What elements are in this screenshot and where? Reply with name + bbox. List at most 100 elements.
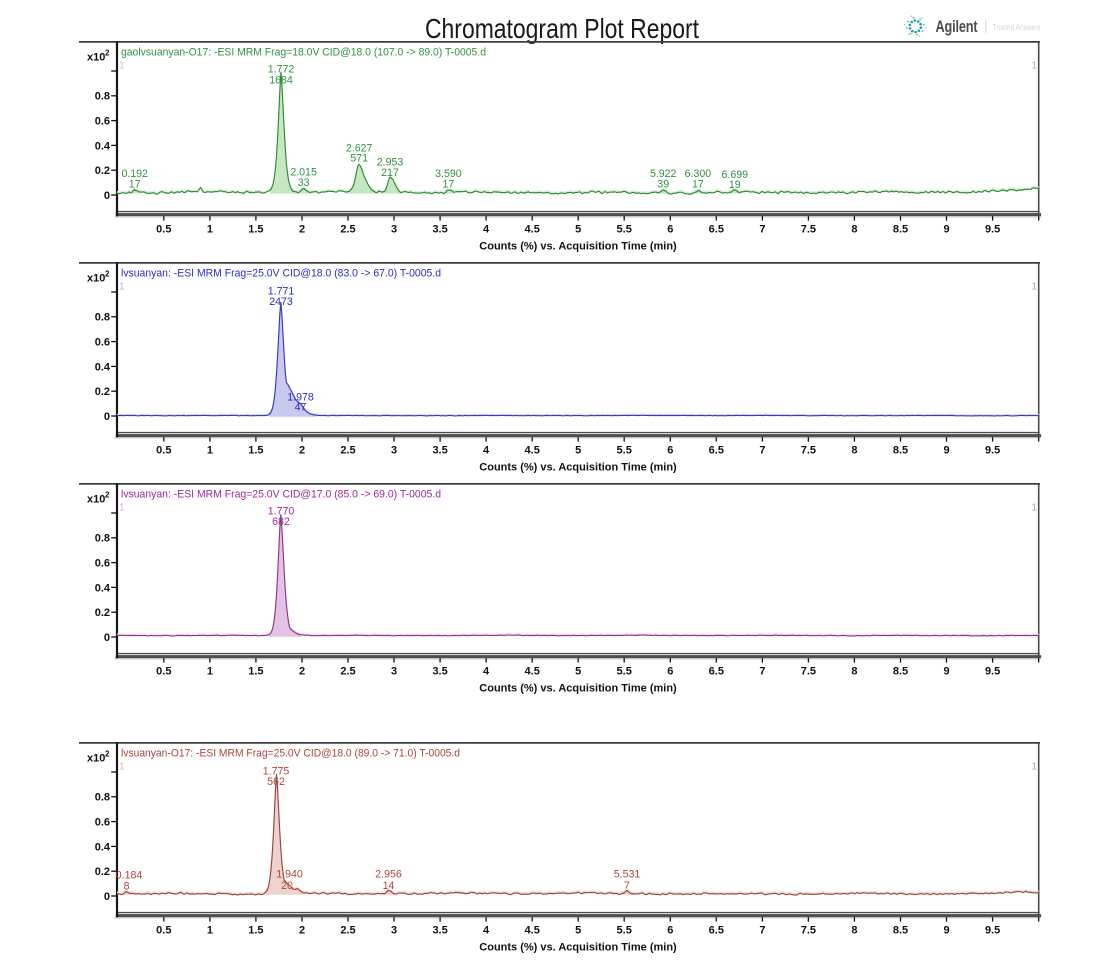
svg-text:1: 1 bbox=[1032, 503, 1038, 514]
svg-text:8: 8 bbox=[851, 925, 857, 937]
svg-text:0.8: 0.8 bbox=[95, 312, 110, 324]
svg-text:5.5: 5.5 bbox=[617, 666, 632, 678]
svg-text:8: 8 bbox=[851, 224, 857, 236]
svg-text:2: 2 bbox=[299, 666, 305, 678]
svg-text:5.922: 5.922 bbox=[650, 168, 677, 180]
svg-text:8.5: 8.5 bbox=[893, 224, 908, 236]
svg-text:Counts (%) vs. Acquisition Tim: Counts (%) vs. Acquisition Time (min) bbox=[479, 682, 677, 694]
svg-text:7: 7 bbox=[759, 445, 765, 457]
svg-text:9.5: 9.5 bbox=[985, 224, 1000, 236]
svg-text:19: 19 bbox=[729, 179, 741, 191]
svg-text:0: 0 bbox=[104, 632, 110, 644]
svg-text:0.4: 0.4 bbox=[95, 361, 111, 373]
svg-text:0.4: 0.4 bbox=[95, 582, 111, 594]
svg-text:1: 1 bbox=[119, 61, 125, 72]
svg-text:x10: x10 bbox=[87, 494, 105, 506]
svg-text:2.5: 2.5 bbox=[340, 925, 355, 937]
svg-text:2.953: 2.953 bbox=[377, 156, 404, 168]
svg-text:0: 0 bbox=[104, 891, 110, 903]
svg-text:3.5: 3.5 bbox=[432, 925, 447, 937]
svg-text:1: 1 bbox=[1032, 762, 1038, 773]
svg-text:x10: x10 bbox=[87, 273, 105, 285]
svg-text:9: 9 bbox=[943, 445, 949, 457]
svg-text:5: 5 bbox=[575, 925, 581, 937]
svg-text:4.5: 4.5 bbox=[525, 224, 540, 236]
svg-text:6.699: 6.699 bbox=[722, 169, 749, 181]
svg-text:1.770: 1.770 bbox=[268, 506, 295, 518]
svg-text:9.5: 9.5 bbox=[985, 445, 1000, 457]
svg-text:39: 39 bbox=[657, 178, 669, 190]
svg-text:0.2: 0.2 bbox=[95, 607, 110, 619]
svg-text:2.5: 2.5 bbox=[340, 666, 355, 678]
svg-text:4.5: 4.5 bbox=[525, 445, 540, 457]
svg-text:0.4: 0.4 bbox=[95, 140, 111, 152]
svg-text:0.6: 0.6 bbox=[95, 116, 110, 128]
svg-text:2.5: 2.5 bbox=[340, 445, 355, 457]
svg-text:6.5: 6.5 bbox=[709, 224, 724, 236]
svg-text:8.5: 8.5 bbox=[893, 925, 908, 937]
svg-text:x10: x10 bbox=[87, 753, 105, 765]
svg-text:0.4: 0.4 bbox=[95, 841, 111, 853]
svg-text:0.2: 0.2 bbox=[95, 386, 110, 398]
svg-text:9.5: 9.5 bbox=[985, 666, 1000, 678]
svg-text:1.978: 1.978 bbox=[287, 392, 314, 404]
svg-text:4: 4 bbox=[483, 445, 490, 457]
svg-text:7: 7 bbox=[759, 666, 765, 678]
svg-text:1: 1 bbox=[119, 762, 125, 773]
svg-text:1.5: 1.5 bbox=[248, 666, 263, 678]
svg-text:8: 8 bbox=[851, 445, 857, 457]
svg-text:33: 33 bbox=[298, 177, 310, 189]
svg-text:47: 47 bbox=[295, 402, 307, 414]
svg-text:4.5: 4.5 bbox=[525, 666, 540, 678]
svg-text:2: 2 bbox=[105, 750, 110, 759]
svg-text:3.5: 3.5 bbox=[432, 666, 447, 678]
svg-text:0.5: 0.5 bbox=[156, 925, 171, 937]
svg-text:lvsuanyan: -ESI MRM Frag=25.0V: lvsuanyan: -ESI MRM Frag=25.0V CID@18.0 … bbox=[121, 267, 441, 279]
svg-text:x10: x10 bbox=[87, 52, 105, 64]
svg-text:0.8: 0.8 bbox=[95, 792, 110, 804]
svg-text:17: 17 bbox=[129, 178, 141, 190]
svg-text:4: 4 bbox=[483, 925, 490, 937]
svg-text:5.5: 5.5 bbox=[617, 445, 632, 457]
svg-text:1.771: 1.771 bbox=[268, 286, 295, 298]
svg-text:0.192: 0.192 bbox=[121, 168, 148, 180]
svg-text:6: 6 bbox=[667, 666, 673, 678]
svg-text:0.6: 0.6 bbox=[95, 337, 110, 349]
svg-text:6.5: 6.5 bbox=[709, 445, 724, 457]
svg-text:1: 1 bbox=[207, 925, 213, 937]
svg-text:9: 9 bbox=[943, 224, 949, 236]
svg-text:0: 0 bbox=[104, 190, 110, 202]
svg-text:2.956: 2.956 bbox=[375, 869, 402, 881]
svg-text:Counts (%) vs. Acquisition Tim: Counts (%) vs. Acquisition Time (min) bbox=[479, 240, 677, 252]
svg-text:2: 2 bbox=[105, 49, 110, 58]
svg-text:0: 0 bbox=[104, 411, 110, 423]
svg-text:5: 5 bbox=[575, 224, 581, 236]
svg-text:3.590: 3.590 bbox=[435, 168, 462, 180]
svg-text:2: 2 bbox=[299, 224, 305, 236]
svg-text:1: 1 bbox=[119, 503, 125, 514]
svg-text:1: 1 bbox=[207, 224, 213, 236]
svg-text:1: 1 bbox=[207, 445, 213, 457]
svg-text:9: 9 bbox=[943, 666, 949, 678]
svg-text:20: 20 bbox=[281, 880, 293, 892]
svg-text:9.5: 9.5 bbox=[985, 925, 1000, 937]
svg-text:0.2: 0.2 bbox=[95, 165, 110, 177]
svg-text:1.5: 1.5 bbox=[248, 445, 263, 457]
svg-text:0.6: 0.6 bbox=[95, 558, 110, 570]
svg-text:Trusted Answers: Trusted Answers bbox=[993, 22, 1041, 32]
svg-text:0.8: 0.8 bbox=[95, 533, 110, 545]
svg-text:2: 2 bbox=[105, 491, 110, 500]
svg-text:8.5: 8.5 bbox=[893, 445, 908, 457]
svg-text:2.015: 2.015 bbox=[290, 167, 317, 179]
svg-text:6: 6 bbox=[667, 445, 673, 457]
svg-text:7: 7 bbox=[759, 925, 765, 937]
svg-text:Counts (%) vs. Acquisition Tim: Counts (%) vs. Acquisition Time (min) bbox=[479, 941, 677, 953]
svg-text:5.5: 5.5 bbox=[617, 925, 632, 937]
svg-text:9: 9 bbox=[943, 925, 949, 937]
svg-text:lvsuanyan: -ESI MRM Frag=25.0V: lvsuanyan: -ESI MRM Frag=25.0V CID@17.0 … bbox=[121, 488, 441, 500]
svg-text:6.300: 6.300 bbox=[685, 168, 712, 180]
svg-text:2: 2 bbox=[299, 445, 305, 457]
svg-text:0.5: 0.5 bbox=[156, 445, 171, 457]
svg-text:3: 3 bbox=[391, 445, 397, 457]
svg-text:7.5: 7.5 bbox=[801, 445, 816, 457]
